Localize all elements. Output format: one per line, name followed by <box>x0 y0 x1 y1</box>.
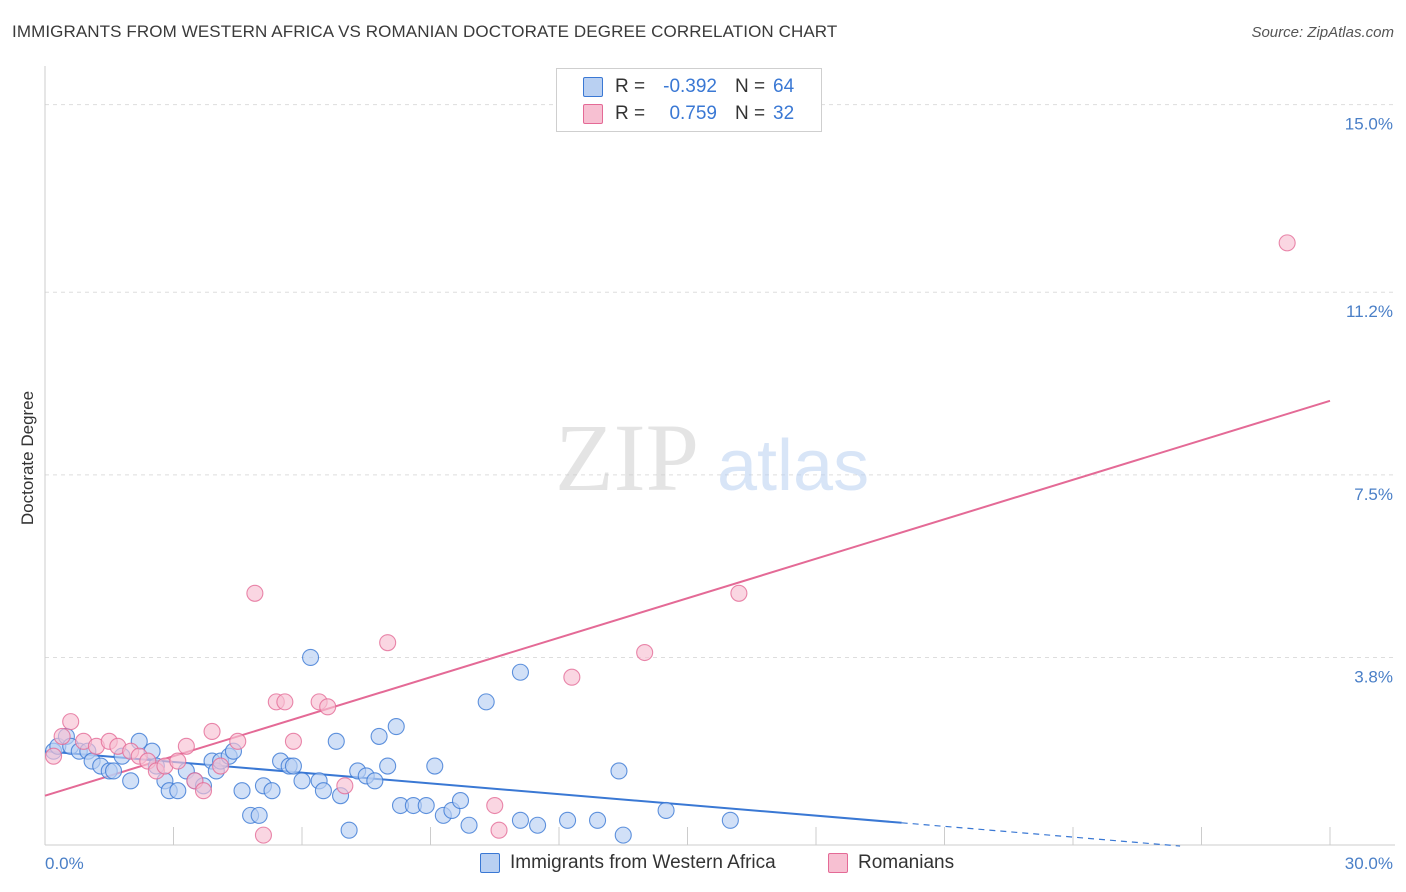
legend-r-value: -0.392 <box>663 76 717 97</box>
data-point <box>327 732 345 750</box>
data-point <box>302 648 320 667</box>
data-point <box>486 796 504 815</box>
data-point <box>177 737 195 755</box>
data-point <box>379 634 397 652</box>
legend-item-western-africa[interactable]: Immigrants from Western Africa <box>480 852 776 874</box>
legend-swatch-blue <box>583 77 603 97</box>
data-point <box>169 782 187 800</box>
data-point <box>212 757 230 775</box>
data-point <box>293 772 311 790</box>
data-point <box>284 732 302 750</box>
data-point <box>477 693 495 711</box>
data-point <box>563 668 581 686</box>
grid-lines <box>45 104 1395 658</box>
legend-item-romanians[interactable]: Romanians <box>828 852 954 874</box>
source-label: Source: ZipAtlas.com <box>1251 24 1394 41</box>
legend-row-romanians: R = 0.759 N = 32 <box>583 102 794 126</box>
watermark: ZIP atlas <box>555 404 869 511</box>
data-point <box>451 792 470 810</box>
data-point <box>45 747 63 765</box>
data-point <box>379 757 397 775</box>
legend-n-label: N = <box>735 76 766 97</box>
data-point <box>203 722 221 741</box>
legend-label: Immigrants from Western Africa <box>510 852 776 873</box>
data-point <box>490 821 508 839</box>
y-tick-label: 15.0% <box>1345 115 1393 134</box>
data-point <box>319 698 337 716</box>
data-point <box>254 826 273 844</box>
data-point <box>53 727 71 745</box>
x-tick-label: 0.0% <box>45 854 84 873</box>
data-point <box>657 801 675 820</box>
data-point <box>636 643 654 662</box>
data-point <box>340 821 358 839</box>
data-point <box>229 732 247 750</box>
data-point <box>194 782 213 800</box>
data-point <box>610 762 628 780</box>
data-point <box>62 713 80 731</box>
data-point <box>246 584 264 602</box>
y-tick-label: 3.8% <box>1354 667 1393 686</box>
watermark-atlas: atlas <box>717 426 869 506</box>
data-point <box>1278 234 1296 252</box>
data-point <box>104 762 123 780</box>
data-point <box>588 811 607 829</box>
y-tick-label: 7.5% <box>1354 485 1393 504</box>
data-point <box>730 584 748 602</box>
chart-title: IMMIGRANTS FROM WESTERN AFRICA VS ROMANI… <box>12 22 838 41</box>
legend-n-label: N = <box>735 103 766 124</box>
data-point <box>417 796 435 815</box>
data-point <box>233 782 251 800</box>
data-point <box>460 816 478 834</box>
data-point <box>511 663 530 681</box>
legend-row-western-africa: R = -0.392 N = 64 <box>583 75 794 99</box>
y-tick-label: 11.2% <box>1346 302 1393 321</box>
tick-labels: 3.8% 7.5% 11.2% 15.0% 0.0% 30.0% <box>45 115 1393 873</box>
data-point <box>169 752 187 770</box>
legend-n-value: 32 <box>773 103 795 124</box>
data-point <box>559 811 577 829</box>
data-point <box>614 826 632 844</box>
data-point <box>284 757 302 775</box>
legend-r-label: R = <box>615 103 646 124</box>
data-point <box>721 811 739 829</box>
data-point <box>387 717 405 736</box>
data-point <box>263 782 281 800</box>
data-point <box>122 772 140 790</box>
data-point <box>511 811 530 829</box>
data-point <box>370 727 388 745</box>
legend-swatch-blue <box>480 853 500 873</box>
trend-line-extension <box>901 822 1181 847</box>
data-point <box>366 772 384 790</box>
series-western-africa <box>45 648 739 844</box>
legend-swatch-pink <box>828 853 848 873</box>
series-legend: Immigrants from Western Africa Romanians <box>0 852 1406 878</box>
data-point <box>529 816 547 834</box>
legend-label: Romanians <box>858 852 955 873</box>
x-tick-label: 30.0% <box>1345 854 1393 873</box>
data-point <box>314 782 332 800</box>
legend-r-label: R = <box>615 76 646 97</box>
legend-swatch-pink <box>583 104 603 124</box>
correlation-legend: R = -0.392 N = 64 R = 0.759 N = 32 <box>556 68 822 132</box>
legend-n-value: 64 <box>773 76 795 97</box>
y-axis-label: Doctorate Degree <box>18 391 37 525</box>
legend-r-value: 0.759 <box>669 103 717 124</box>
data-point <box>250 806 268 824</box>
watermark-zip: ZIP <box>555 404 699 511</box>
data-point <box>276 693 294 711</box>
data-point <box>426 757 444 775</box>
series-romanians <box>45 234 1296 844</box>
data-point <box>336 777 354 795</box>
trend-line <box>44 399 1331 797</box>
